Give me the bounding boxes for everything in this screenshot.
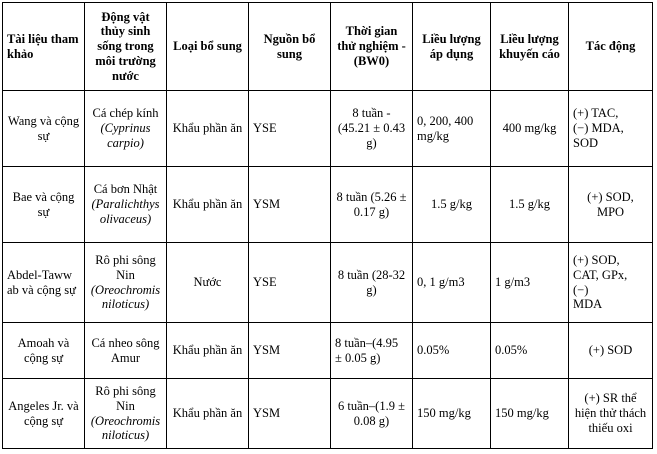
effect-line: SOD	[573, 135, 599, 150]
effect-line: CAT, GPx,	[573, 267, 628, 282]
cell-supplement-source: YSM	[248, 378, 331, 449]
cell-duration: 6 tuần–(1.9 ± 0.08 g)	[330, 378, 413, 449]
cell-animal: Rô phi sông Nin (Oreochromis niloticus)	[84, 242, 167, 323]
cell-effects: (+) TAC, (−) MDA, SOD	[568, 90, 653, 167]
effect-line: (+) TAC,	[573, 106, 619, 121]
cell-reference: Amoah và cộng sự	[2, 322, 85, 379]
header-recommended-dose: Liều lượng khuyến cáo	[490, 2, 569, 91]
cell-supplement-source: YSE	[248, 90, 331, 167]
animal-name: Cá nheo sông Amur	[91, 335, 160, 365]
cell-reference: Abdel-Taww ab và cộng sự	[2, 242, 85, 323]
header-aquatic-animal: Động vật thủy sinh sống trong môi trường…	[84, 2, 167, 91]
cell-recommended-dose: 1.5 g/kg	[490, 166, 569, 243]
cell-duration: 8 tuần (28-32 g)	[330, 242, 413, 323]
table-row: Abdel-Taww ab và cộng sự Rô phi sông Nin…	[2, 242, 653, 323]
cell-duration: 8 tuần (5.26 ± 0.17 g)	[330, 166, 413, 243]
effect-line: MPO	[596, 204, 625, 219]
cell-applied-dose: 0.05%	[412, 322, 491, 379]
header-reference: Tài liệu tham khảo	[2, 2, 85, 91]
cell-recommended-dose: 1 g/m3	[490, 242, 569, 323]
scientific-name: (Oreochromis niloticus)	[90, 413, 161, 443]
cell-effects: (+) SOD, MPO	[568, 166, 653, 243]
cell-applied-dose: 1.5 g/kg	[412, 166, 491, 243]
header-supplement-type: Loại bổ sung	[166, 2, 249, 91]
effect-line: (−)	[573, 282, 589, 297]
cell-effects: (+) SR thể hiện thử thách thiếu oxi	[568, 378, 653, 449]
cell-applied-dose: 0, 1 g/m3	[412, 242, 491, 323]
cell-animal: Cá bơn Nhật (Paralichthys olivaceus)	[84, 166, 167, 243]
research-table: Tài liệu tham khảo Động vật thủy sinh số…	[2, 2, 653, 449]
cell-recommended-dose: 0.05%	[490, 322, 569, 379]
table-row: Bae và cộng sự Cá bơn Nhật (Paralichthys…	[2, 166, 653, 243]
cell-reference: Wang và cộng sự	[2, 90, 85, 167]
cell-supplement-type: Nước	[166, 242, 249, 323]
cell-animal: Cá chép kính (Cyprinus carpio)	[84, 90, 167, 167]
cell-supplement-type: Khẩu phần ăn	[166, 166, 249, 243]
header-row: Tài liệu tham khảo Động vật thủy sinh số…	[2, 2, 653, 91]
cell-duration: 8 tuần - (45.21 ± 0.43 g)	[330, 90, 413, 167]
header-duration: Thời gian thử nghiệm - (BW0)	[330, 2, 413, 91]
header-supplement-source: Nguồn bổ sung	[248, 2, 331, 91]
table-row: Amoah và cộng sự Cá nheo sông Amur Khẩu …	[2, 322, 653, 379]
cell-animal: Cá nheo sông Amur	[84, 322, 167, 379]
cell-effects: (+) SOD, CAT, GPx, (−) MDA	[568, 242, 653, 323]
cell-applied-dose: 0, 200, 400 mg/kg	[412, 90, 491, 167]
effect-line: (+) SOD	[588, 343, 633, 358]
header-effects: Tác động	[568, 2, 653, 91]
animal-name: Rô phi sông Nin	[95, 384, 156, 413]
cell-reference: Angeles Jr. và cộng sự	[2, 378, 85, 449]
cell-supplement-source: YSM	[248, 322, 331, 379]
cell-effects: (+) SOD	[568, 322, 653, 379]
cell-recommended-dose: 400 mg/kg	[490, 90, 569, 167]
cell-supplement-source: YSM	[248, 166, 331, 243]
animal-name: Rô phi sông Nin	[95, 253, 156, 282]
scientific-name: (Paralichthys olivaceus)	[91, 197, 160, 226]
scientific-name: (Oreochromis niloticus)	[90, 282, 161, 312]
cell-duration: 8 tuần–(4.95 ± 0.05 g)	[330, 322, 413, 379]
table-row: Angeles Jr. và cộng sự Rô phi sông Nin (…	[2, 378, 653, 449]
cell-applied-dose: 150 mg/kg	[412, 378, 491, 449]
effect-line: (+) SOD,	[573, 253, 620, 267]
effect-line: (+) SOD,	[587, 189, 634, 204]
cell-supplement-type: Khẩu phần ăn	[166, 322, 249, 379]
effect-line: (+) SR thể hiện thử thách thiếu oxi	[574, 391, 647, 435]
table-row: Wang và cộng sự Cá chép kính (Cyprinus c…	[2, 90, 653, 167]
animal-name: Cá chép kính	[92, 106, 159, 121]
cell-supplement-type: Khẩu phần ăn	[166, 378, 249, 449]
scientific-name: (Cyprinus carpio)	[100, 121, 151, 150]
cell-animal: Rô phi sông Nin (Oreochromis niloticus)	[84, 378, 167, 449]
effect-line: MDA	[573, 297, 603, 312]
cell-recommended-dose: 150 mg/kg	[490, 378, 569, 449]
effect-line: (−) MDA,	[573, 121, 624, 136]
cell-supplement-type: Khẩu phần ăn	[166, 90, 249, 167]
animal-name: Cá bơn Nhật	[93, 182, 158, 197]
cell-reference: Bae và cộng sự	[2, 166, 85, 243]
header-applied-dose: Liều lượng áp dụng	[412, 2, 491, 91]
cell-supplement-source: YSE	[248, 242, 331, 323]
